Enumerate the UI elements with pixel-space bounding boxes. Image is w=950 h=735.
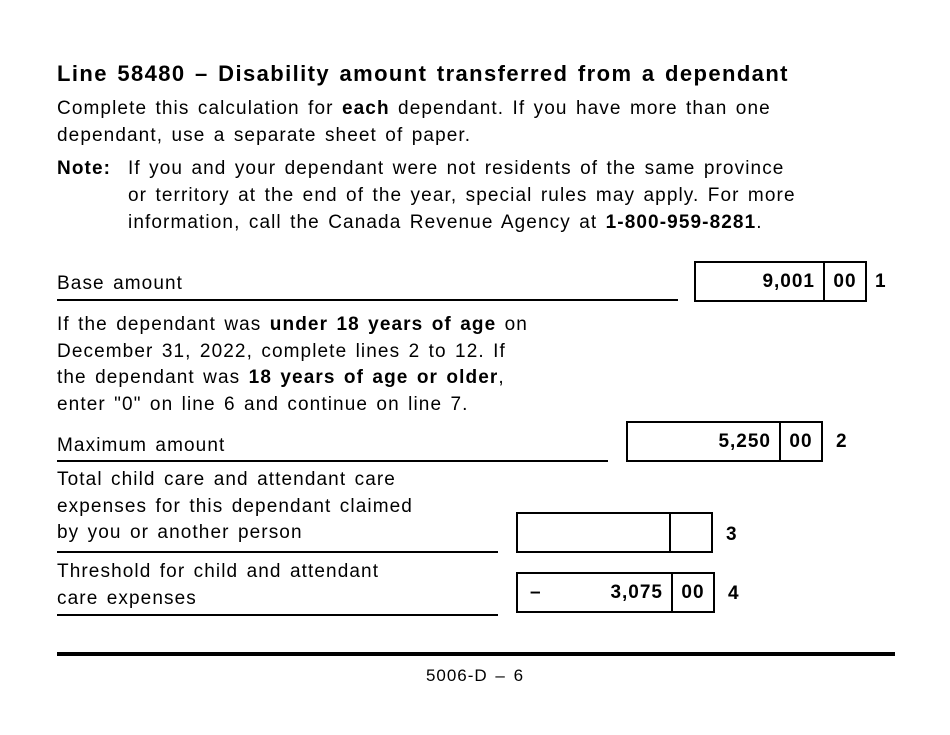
age-text: If the dependant was [57,314,270,335]
section-title: Line 58480 – Disability amount transferr… [57,61,789,86]
note-label: Note: [57,158,112,179]
line2-label: Maximum amount [57,435,226,456]
line3-dollars-field[interactable] [518,514,669,551]
line2-cents-field: 00 [779,423,821,460]
line4-label-line-2: care expenses [57,587,197,609]
line3-amount-box [516,512,713,553]
intro-line-1: Complete this calculation for each depen… [57,95,771,122]
intro-text: Complete this calculation for [57,98,342,119]
line3-label-line-1: Total child care and attendant care [57,469,396,490]
intro-line-2: dependant, use a separate sheet of paper… [57,125,472,146]
intro-paragraph: Complete this calculation for each depen… [57,95,771,149]
age-bold-older: 18 years of age or older [248,367,499,388]
line1-label: Base amount [57,273,184,294]
line2-dollars-field: 5,250 [718,430,771,452]
line4-label: Threshold for child and attendant care e… [57,559,379,612]
line2-amount-box: 5,250 00 [626,421,823,462]
age-text: the dependant was [57,367,249,388]
age-text: , [498,367,505,388]
note-paragraph: If you and your dependant were not resid… [128,155,796,236]
age-bold-under18: under 18 years of age [269,314,497,335]
line4-dollars-field: – 3,075 [518,574,671,611]
line3-label: Total child care and attendant care expe… [57,467,413,547]
age-text: on [496,314,528,335]
note-line-3: information, call the Canada Revenue Age… [128,209,796,236]
line3-underline [57,551,498,553]
footer-rule [57,652,895,656]
line2-number: 2 [836,431,848,452]
age-line-2: December 31, 2022, complete lines 2 to 1… [57,340,506,362]
age-instructions: If the dependant was under 18 years of a… [57,312,528,418]
age-line-1: If the dependant was under 18 years of a… [57,312,528,339]
line1-cents-field: 00 [823,263,865,300]
line4-number: 4 [728,583,740,604]
note-text: . [756,212,763,233]
line4-cents-field: 00 [671,574,713,611]
intro-bold-each: each [341,98,390,119]
age-line-3: the dependant was 18 years of age or old… [57,365,528,392]
line3-cents-field[interactable] [669,514,711,551]
line1-underline [57,299,678,301]
note-line-2: or territory at the end of the year, spe… [128,185,796,206]
intro-text: dependant. If you have more than one [389,98,771,119]
line1-amount-box: 9,001 00 [694,261,867,302]
line4-label-line-1: Threshold for child and attendant [57,561,380,582]
line2-underline [57,460,608,462]
line4-amount-box: – 3,075 00 [516,572,715,613]
minus-operator: – [530,581,542,603]
line1-number: 1 [875,271,887,292]
line4-dollars-value: 3,075 [610,581,663,603]
line3-number: 3 [726,524,738,545]
line3-label-line-3: by you or another person [57,522,303,543]
age-line-4: enter "0" on line 6 and continue on line… [57,393,469,415]
line1-dollars-field: 9,001 [762,270,815,292]
page-number: 5006-D – 6 [425,666,525,685]
note-line-1: If you and your dependant were not resid… [128,158,785,179]
note-phone-number: 1-800-959-8281 [605,212,757,233]
line4-underline [57,614,498,616]
note-text: information, call the Canada Revenue Age… [128,212,606,233]
line3-label-line-2: expenses for this dependant claimed [57,495,413,517]
